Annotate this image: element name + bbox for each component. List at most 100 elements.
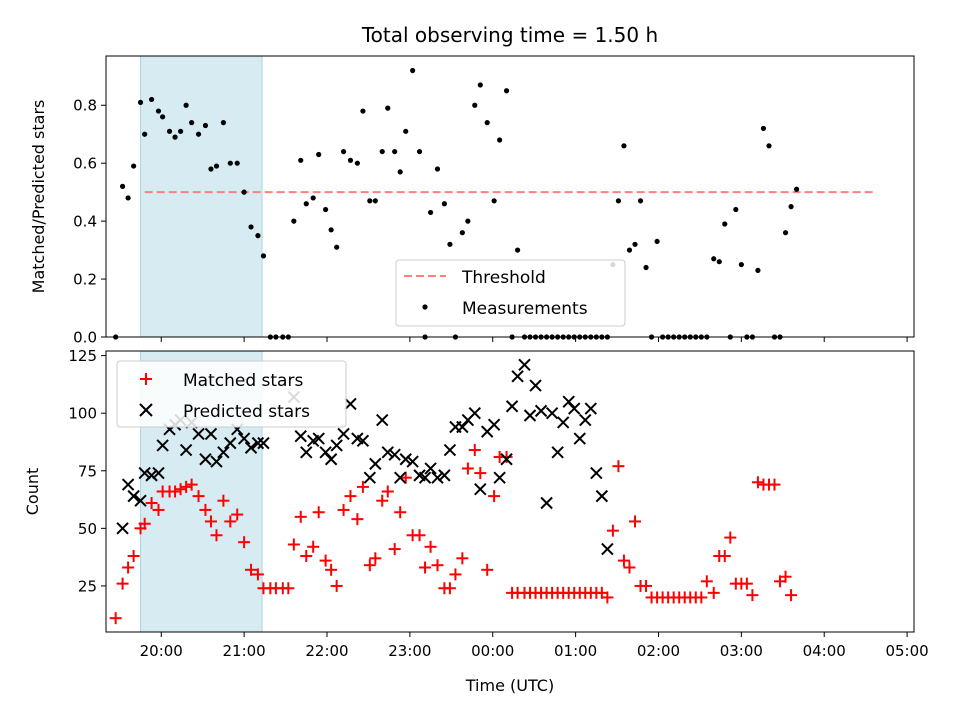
measurement-point — [347, 157, 354, 163]
x-tick-label: 03:00 — [720, 642, 763, 660]
x-tick-label: 01:00 — [554, 642, 597, 660]
matched-stars-point — [388, 543, 401, 556]
matched-stars-point — [122, 561, 135, 574]
predicted-stars-point — [388, 448, 401, 461]
matched-stars-point — [224, 515, 237, 528]
predicted-stars-point — [568, 402, 581, 415]
predicted-stars-point — [468, 406, 481, 420]
measurement-point — [334, 244, 340, 250]
matched-stars-point — [325, 563, 338, 576]
x-tick-label: 23:00 — [388, 642, 431, 660]
measurement-point — [716, 259, 722, 265]
observing-span-shade — [140, 55, 263, 338]
matched-stars-point — [245, 563, 258, 576]
y-tick-label: 0.2 — [73, 271, 97, 289]
predicted-stars-point — [399, 453, 412, 466]
predicted-stars-point — [121, 478, 135, 491]
measurement-point — [782, 230, 789, 236]
y-tick-label: 0.6 — [73, 155, 97, 173]
predicted-stars-point — [244, 441, 258, 454]
legend-box — [116, 360, 347, 428]
matched-stars-point — [369, 552, 382, 565]
measurement-point — [788, 204, 794, 210]
matched-stars-point — [724, 531, 737, 544]
predicted-stars-point — [540, 496, 553, 510]
legend-measurements-swatch — [422, 304, 428, 310]
predicted-stars-point — [443, 443, 457, 457]
y-ticks-count: 25 50 75 100 125 — [68, 347, 106, 595]
legend-predicted-swatch — [139, 403, 153, 417]
matched-stars-point — [363, 559, 376, 572]
measurement-point — [637, 198, 644, 204]
measurement-point — [392, 148, 398, 155]
matched-stars-point — [617, 554, 630, 567]
legend-predicted-label: Predicted stars — [183, 402, 310, 422]
matched-stars-point — [779, 570, 792, 583]
measurement-point — [626, 247, 633, 253]
measurement-point — [291, 218, 297, 224]
measurement-point — [260, 253, 267, 259]
chart-title: Total observing time = 1.50 h — [361, 23, 658, 47]
predicted-stars-point — [529, 379, 542, 392]
measurement-point — [722, 221, 728, 227]
measurement-point — [202, 122, 209, 129]
measurement-point — [654, 238, 660, 245]
predicted-stars-point — [595, 489, 609, 503]
matched-stars-point — [751, 476, 764, 489]
matched-stars-point — [424, 540, 437, 553]
matched-stars-point — [138, 517, 151, 530]
matched-stars-point — [238, 536, 251, 549]
matched-stars-point — [307, 540, 320, 553]
predicted-stars-point — [210, 455, 223, 468]
y-tick-label: 25 — [78, 577, 97, 595]
measurement-point — [177, 128, 184, 134]
measurement-point — [298, 157, 304, 163]
measurement-point — [372, 198, 378, 204]
measurement-point — [491, 198, 497, 204]
matched-stars-point — [746, 589, 759, 602]
measurement-point — [234, 160, 240, 166]
matched-stars-point — [169, 485, 182, 498]
predicted-stars-point — [337, 427, 350, 441]
predicted-stars-point — [534, 404, 548, 418]
measurement-point — [220, 120, 227, 126]
predicted-stars-point — [431, 471, 444, 484]
predicted-stars-point — [156, 439, 169, 452]
matched-stars-point — [337, 503, 350, 516]
measurement-point — [434, 166, 441, 172]
matched-stars-point — [612, 460, 625, 473]
measurement-point — [711, 256, 717, 262]
count-panel: Count Time (UTC) 25 50 75 100 125 20:00 21:00… — [23, 347, 929, 695]
measurement-point — [189, 120, 195, 126]
x-ticks-count: 20:00 21:00 22:00 23:00 00:00 01:00 02:00 03:00… — [140, 632, 929, 660]
matched-stars-point — [174, 483, 187, 496]
predicted-stars-point — [356, 434, 370, 448]
x-tick-label: 00:00 — [471, 642, 514, 660]
measurement-point — [766, 143, 772, 149]
predicted-stars-point — [179, 443, 193, 457]
x-tick-label: 22:00 — [305, 642, 348, 660]
predicted-stars-point — [505, 400, 519, 413]
matched-stars-point — [116, 577, 129, 590]
x-tick-label: 04:00 — [803, 642, 846, 660]
predicted-stars-point — [199, 453, 212, 466]
predicted-stars-point — [152, 466, 165, 480]
measurement-point — [316, 151, 322, 158]
matched-stars-point — [785, 589, 798, 602]
measurement-point — [131, 163, 137, 169]
measurement-point — [441, 201, 447, 207]
measurement-point — [427, 209, 434, 216]
y-ticks-ratio: 0.0 0.2 0.4 0.6 0.8 — [73, 97, 106, 347]
ratio-panel: Total observing time = 1.50 h Matched/Pr… — [29, 23, 915, 347]
legend-threshold-label: Threshold — [461, 268, 546, 288]
measurement-point — [166, 128, 173, 134]
x-tick-label: 21:00 — [223, 642, 266, 660]
y-tick-label: 0.8 — [73, 97, 97, 115]
matched-stars-point — [199, 503, 212, 516]
measurement-point — [160, 114, 166, 120]
measurement-point — [760, 125, 767, 132]
matched-stars-point — [640, 579, 653, 592]
matched-stars-point — [394, 506, 407, 519]
measurement-point — [155, 108, 162, 114]
